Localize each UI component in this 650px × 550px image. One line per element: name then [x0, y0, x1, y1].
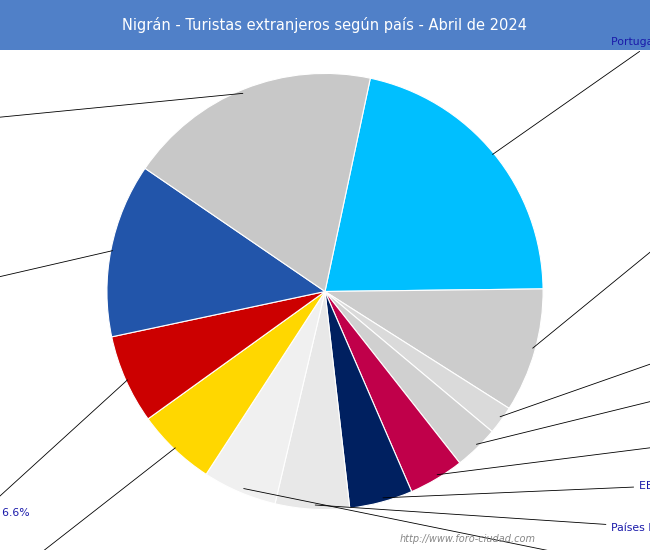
- Text: Suiza 4.1%: Suiza 4.1%: [437, 438, 650, 475]
- Text: http://www.foro-ciudad.com: http://www.foro-ciudad.com: [400, 535, 536, 544]
- Text: Nigrán - Turistas extranjeros según país - Abril de 2024: Nigrán - Turistas extranjeros según país…: [122, 16, 528, 33]
- Wedge shape: [325, 292, 509, 432]
- Text: Otros 9.2%: Otros 9.2%: [533, 216, 650, 348]
- Text: Países Bajos 5.5%: Países Bajos 5.5%: [315, 505, 650, 534]
- Text: Alemania 5.9%: Alemania 5.9%: [0, 448, 176, 550]
- Text: Reino Unido 6.6%: Reino Unido 6.6%: [0, 380, 127, 518]
- Text: Liechtenstein 18.8%: Liechtenstein 18.8%: [0, 94, 243, 130]
- Text: Luxemburgo 2.1%: Luxemburgo 2.1%: [500, 333, 650, 417]
- Wedge shape: [107, 168, 325, 337]
- Wedge shape: [325, 78, 543, 292]
- Wedge shape: [325, 292, 460, 492]
- Wedge shape: [145, 74, 370, 292]
- Wedge shape: [325, 292, 411, 508]
- Text: Bélgica 5.5%: Bélgica 5.5%: [244, 488, 650, 550]
- Wedge shape: [325, 292, 492, 463]
- Wedge shape: [275, 292, 350, 509]
- Text: Portugal 21.5%: Portugal 21.5%: [493, 37, 650, 155]
- Text: Austria 3.3%: Austria 3.3%: [476, 383, 650, 444]
- Text: EEUU 4.7%: EEUU 4.7%: [383, 481, 650, 498]
- Wedge shape: [325, 289, 543, 409]
- Wedge shape: [112, 292, 325, 419]
- Wedge shape: [148, 292, 325, 474]
- Wedge shape: [206, 292, 325, 504]
- Text: Francia 12.9%: Francia 12.9%: [0, 251, 112, 296]
